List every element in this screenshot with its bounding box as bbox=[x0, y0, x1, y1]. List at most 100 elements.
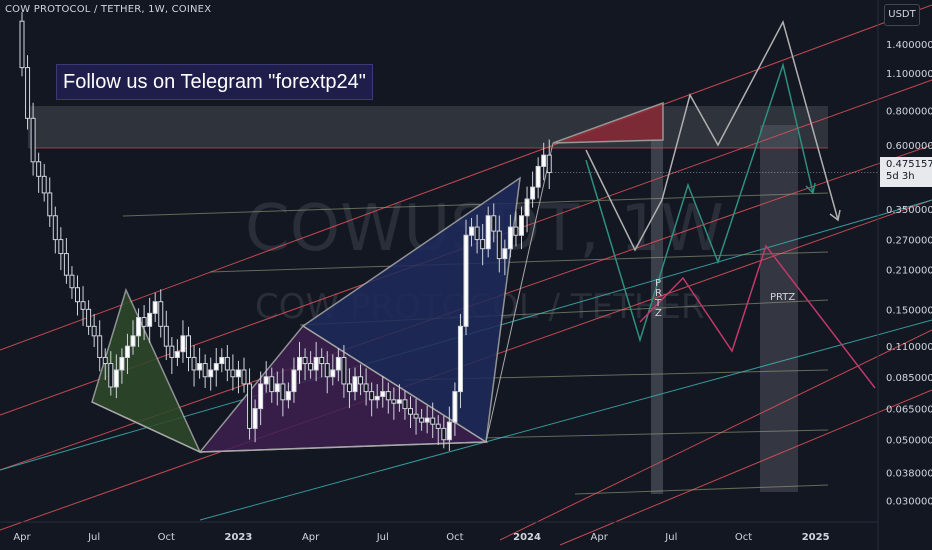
candle-down bbox=[163, 325, 169, 347]
candle-up bbox=[197, 363, 203, 371]
candle-down bbox=[474, 226, 480, 241]
candle-up bbox=[396, 399, 402, 404]
candle-down bbox=[302, 356, 308, 365]
candle-down bbox=[19, 20, 25, 69]
candle-up bbox=[502, 248, 508, 260]
price-tick-label: 0.050000 bbox=[886, 436, 932, 447]
arrow-head bbox=[829, 209, 841, 222]
price-tick-label: 0.065000 bbox=[886, 405, 932, 416]
candle-up bbox=[485, 215, 491, 250]
candle-down bbox=[224, 356, 230, 371]
candle-down bbox=[41, 175, 47, 194]
price-tick-label: 0.210000 bbox=[886, 265, 932, 276]
candle-up bbox=[424, 417, 430, 423]
candle-up bbox=[113, 369, 119, 388]
candle-up bbox=[297, 356, 302, 371]
time-tick-label: Oct bbox=[735, 532, 752, 543]
candle-up bbox=[452, 391, 458, 423]
candle-down bbox=[491, 215, 497, 232]
support-line bbox=[574, 484, 829, 495]
price-axis[interactable]: 1.400000 1.100000 0.800000 0.600000 0.350000… bbox=[886, 40, 932, 507]
support-line bbox=[209, 251, 829, 273]
current-price-label: 0.475157 5d 3h bbox=[880, 157, 932, 187]
projection-gray bbox=[585, 19, 839, 252]
candle-down bbox=[80, 301, 86, 310]
candle-down bbox=[97, 335, 103, 358]
pattern-leg bbox=[91, 401, 201, 453]
candle-down bbox=[480, 239, 486, 250]
candle-up bbox=[374, 395, 380, 401]
candle-up bbox=[335, 356, 341, 371]
prtz-zone-1 bbox=[651, 140, 663, 494]
candle-up bbox=[541, 154, 547, 167]
supply-zone bbox=[28, 106, 828, 148]
price-tick-label: 0.030000 bbox=[886, 496, 932, 507]
candle-down bbox=[363, 383, 369, 393]
pattern-leg bbox=[485, 142, 554, 443]
candle-down bbox=[230, 369, 236, 378]
candle-up bbox=[535, 165, 541, 188]
candle-up bbox=[119, 356, 125, 371]
candle-down bbox=[408, 408, 413, 415]
candle-down bbox=[496, 230, 502, 260]
price-tick-label: 0.038000 bbox=[886, 468, 932, 479]
price-tick-label: 0.150000 bbox=[886, 305, 932, 316]
candle-down bbox=[513, 226, 519, 236]
channel-red-line bbox=[0, 4, 932, 351]
candle-down bbox=[319, 356, 325, 365]
candle-up bbox=[208, 369, 214, 378]
arrow-head bbox=[805, 182, 816, 195]
candle-down bbox=[52, 215, 58, 241]
candle-up bbox=[130, 335, 136, 347]
price-tick-label: 1.100000 bbox=[886, 69, 932, 80]
candle-up bbox=[457, 325, 463, 393]
candle-up bbox=[219, 356, 225, 365]
candle-down bbox=[102, 356, 108, 365]
time-axis[interactable]: Apr Jul Oct 2023 Apr Jul Oct 2024 Apr Jul Oct 2025 bbox=[13, 532, 829, 543]
candle-down bbox=[546, 154, 552, 174]
price-tick-label: 0.350000 bbox=[886, 205, 932, 216]
price-tick-label: 0.110000 bbox=[886, 342, 932, 353]
candle-up bbox=[258, 383, 264, 410]
candle-down bbox=[158, 301, 164, 327]
support-line bbox=[479, 429, 829, 439]
candle-up bbox=[174, 351, 180, 358]
candle-down bbox=[69, 274, 75, 289]
candle-up bbox=[180, 335, 186, 353]
candle-up bbox=[524, 198, 530, 217]
time-tick-label: Apr bbox=[302, 532, 320, 543]
symbol-title: COW PROTOCOL / TETHER, 1W, COINEX bbox=[5, 4, 212, 15]
price-tick-label: 0.600000 bbox=[886, 141, 932, 152]
telegram-banner: Follow us on Telegram "forextp24" bbox=[56, 64, 373, 100]
candle-down bbox=[191, 356, 197, 371]
candle-up bbox=[463, 234, 469, 327]
projection-magenta bbox=[639, 244, 876, 389]
channel-red-line bbox=[499, 329, 932, 541]
time-tick-label: 2023 bbox=[225, 532, 253, 543]
candle-up bbox=[252, 408, 258, 429]
candle-down bbox=[430, 417, 436, 425]
candle-down bbox=[36, 161, 42, 177]
candle-down bbox=[75, 287, 80, 303]
candle-down bbox=[280, 383, 286, 401]
support-line bbox=[122, 192, 829, 217]
candle-up bbox=[291, 369, 297, 393]
candle-down bbox=[202, 363, 208, 378]
time-tick-label: 2025 bbox=[802, 532, 830, 543]
candle-up bbox=[330, 369, 336, 378]
candle-up bbox=[213, 363, 219, 371]
currency-unit-button[interactable]: USDT bbox=[884, 4, 920, 26]
candle-down bbox=[63, 253, 69, 276]
candle-down bbox=[402, 399, 408, 410]
candle-up bbox=[446, 421, 452, 441]
channel-teal-line bbox=[199, 319, 932, 521]
candle-down bbox=[247, 383, 253, 429]
candle-down bbox=[369, 391, 375, 401]
candle-up bbox=[352, 376, 358, 393]
candle-up bbox=[152, 301, 158, 314]
candle-down bbox=[441, 427, 447, 441]
candle-up bbox=[519, 215, 524, 236]
current-price-value: 0.475157 bbox=[886, 159, 932, 170]
bar-countdown: 5d 3h bbox=[886, 171, 915, 182]
